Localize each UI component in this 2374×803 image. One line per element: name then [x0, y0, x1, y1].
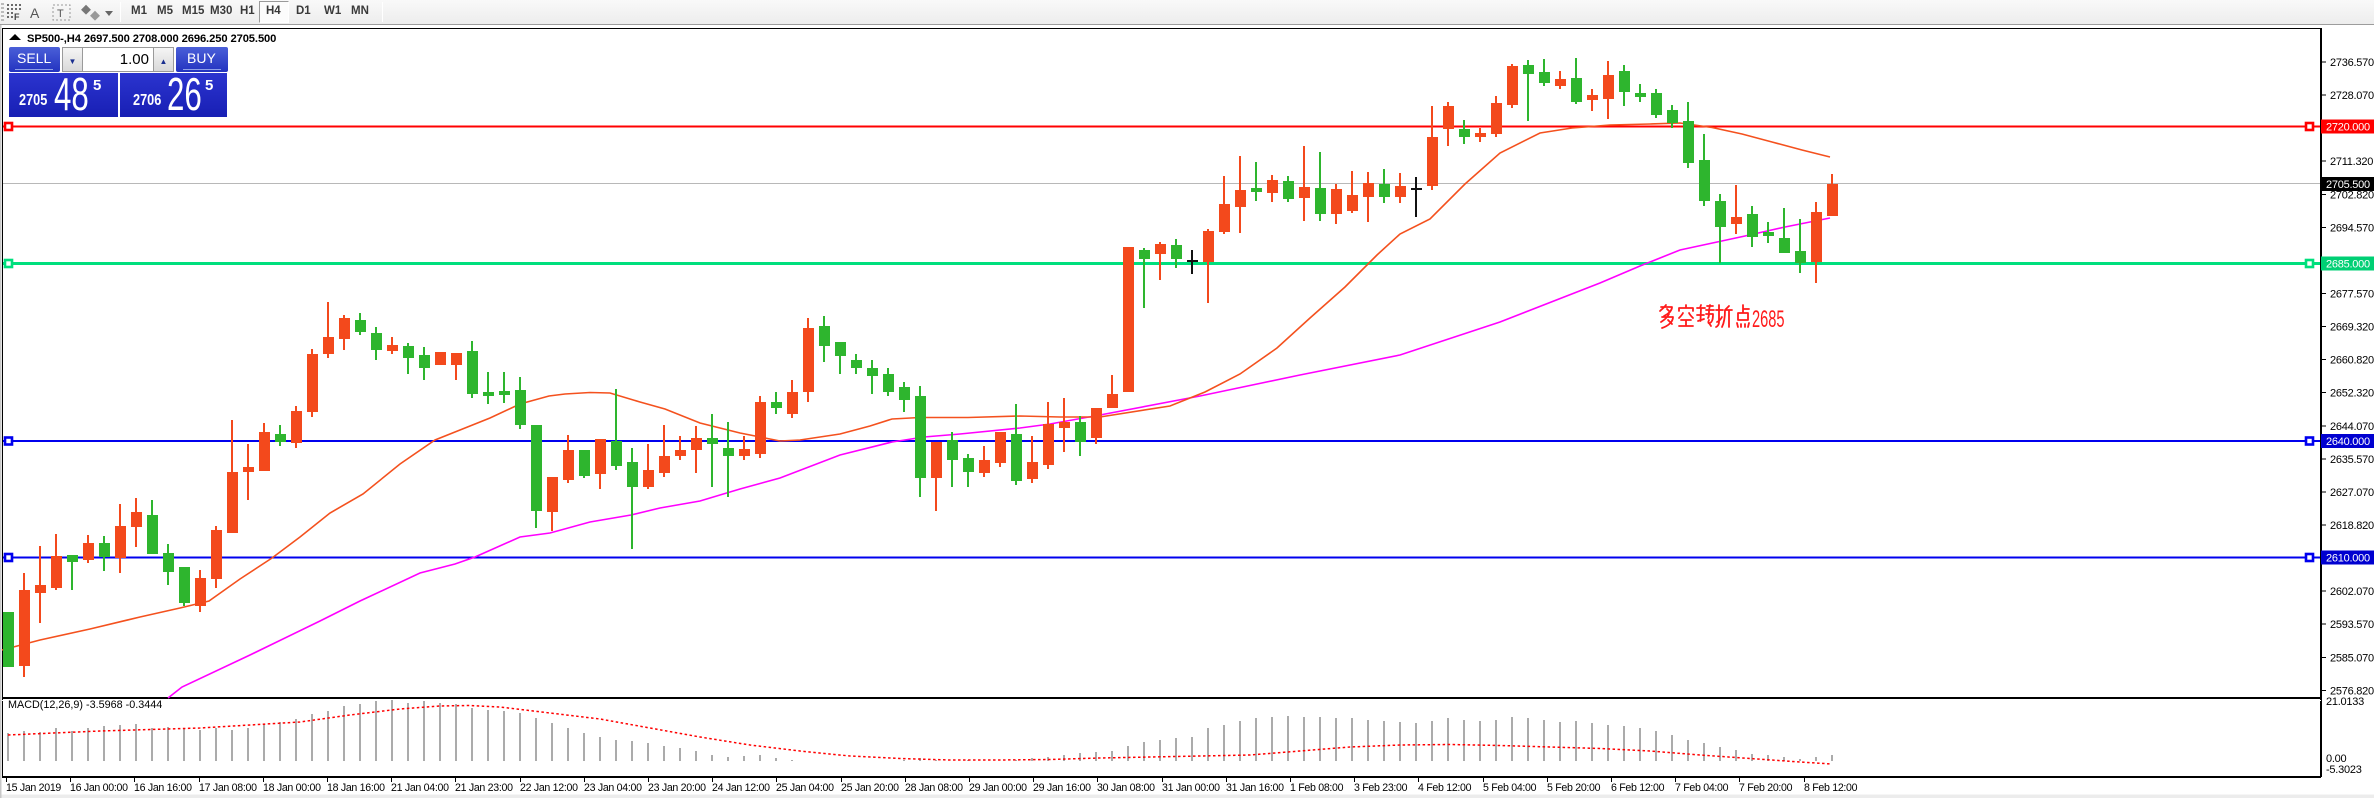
svg-text:22 Jan 12:00: 22 Jan 12:00	[520, 782, 578, 794]
svg-text:2610.000: 2610.000	[2326, 553, 2370, 565]
svg-text:31 Jan 00:00: 31 Jan 00:00	[1162, 782, 1220, 794]
svg-text:28 Jan 08:00: 28 Jan 08:00	[905, 782, 963, 794]
svg-text:18 Jan 00:00: 18 Jan 00:00	[263, 782, 321, 794]
svg-text:2685.000: 2685.000	[2326, 259, 2370, 271]
svg-text:8 Feb 12:00: 8 Feb 12:00	[1804, 782, 1858, 794]
svg-text:2576.820: 2576.820	[2330, 685, 2374, 697]
svg-text:2669.320: 2669.320	[2330, 322, 2374, 334]
svg-text:2593.570: 2593.570	[2330, 619, 2374, 631]
svg-text:21.0133: 21.0133	[2326, 696, 2364, 708]
svg-text:2694.570: 2694.570	[2330, 222, 2374, 234]
svg-text:2627.070: 2627.070	[2330, 487, 2374, 499]
svg-text:30 Jan 08:00: 30 Jan 08:00	[1097, 782, 1155, 794]
svg-text:18 Jan 16:00: 18 Jan 16:00	[327, 782, 385, 794]
svg-text:31 Jan 16:00: 31 Jan 16:00	[1226, 782, 1284, 794]
svg-text:25 Jan 04:00: 25 Jan 04:00	[776, 782, 834, 794]
svg-text:T: T	[57, 8, 64, 20]
svg-text:2728.070: 2728.070	[2330, 90, 2374, 102]
svg-text:SP500-,H4 2697.500 2708.000 2: SP500-,H4 2697.500 2708.000 2696.250 270…	[27, 33, 276, 45]
svg-text:2685: 2685	[1752, 306, 1785, 333]
svg-text:2736.570: 2736.570	[2330, 57, 2374, 69]
svg-text:2602.070: 2602.070	[2330, 586, 2374, 598]
svg-text:2705.500: 2705.500	[2326, 179, 2370, 191]
svg-text:7 Feb 20:00: 7 Feb 20:00	[1739, 782, 1793, 794]
svg-text:6 Feb 12:00: 6 Feb 12:00	[1611, 782, 1665, 794]
svg-text:2640.000: 2640.000	[2326, 436, 2370, 448]
svg-text:A: A	[30, 5, 40, 21]
svg-text:0.00: 0.00	[2326, 753, 2347, 765]
svg-text:2677.570: 2677.570	[2330, 288, 2374, 300]
svg-text:2660.820: 2660.820	[2330, 355, 2374, 367]
svg-text:-5.3023: -5.3023	[2326, 764, 2362, 776]
svg-text:2618.820: 2618.820	[2330, 520, 2374, 532]
svg-text:2644.070: 2644.070	[2330, 421, 2374, 433]
svg-text:2702.820: 2702.820	[2330, 189, 2374, 201]
svg-text:3 Feb 23:00: 3 Feb 23:00	[1354, 782, 1408, 794]
svg-text:16 Jan 16:00: 16 Jan 16:00	[134, 782, 192, 794]
svg-text:24 Jan 12:00: 24 Jan 12:00	[712, 782, 770, 794]
svg-text:25 Jan 20:00: 25 Jan 20:00	[841, 782, 899, 794]
svg-text:4 Feb 12:00: 4 Feb 12:00	[1418, 782, 1472, 794]
svg-text:2652.320: 2652.320	[2330, 388, 2374, 400]
svg-text:5 Feb 04:00: 5 Feb 04:00	[1483, 782, 1537, 794]
svg-text:17 Jan 08:00: 17 Jan 08:00	[199, 782, 257, 794]
svg-text:2635.570: 2635.570	[2330, 454, 2374, 466]
svg-text:2711.320: 2711.320	[2330, 156, 2373, 168]
svg-text:23 Jan 20:00: 23 Jan 20:00	[648, 782, 706, 794]
svg-text:F: F	[14, 12, 20, 22]
svg-text:29 Jan 16:00: 29 Jan 16:00	[1033, 782, 1091, 794]
svg-text:21 Jan 23:00: 21 Jan 23:00	[455, 782, 513, 794]
svg-text:23 Jan 04:00: 23 Jan 04:00	[584, 782, 642, 794]
svg-text:MACD(12,26,9) -3.5968 -0.3444: MACD(12,26,9) -3.5968 -0.3444	[8, 699, 162, 711]
svg-text:15 Jan 2019: 15 Jan 2019	[6, 782, 61, 794]
svg-text:1 Feb 08:00: 1 Feb 08:00	[1290, 782, 1344, 794]
svg-text:21 Jan 04:00: 21 Jan 04:00	[391, 782, 449, 794]
svg-text:5 Feb 20:00: 5 Feb 20:00	[1547, 782, 1601, 794]
svg-text:16 Jan 00:00: 16 Jan 00:00	[70, 782, 128, 794]
svg-text:2720.000: 2720.000	[2326, 122, 2370, 134]
svg-text:2585.070: 2585.070	[2330, 652, 2374, 664]
svg-text:29 Jan 00:00: 29 Jan 00:00	[969, 782, 1027, 794]
svg-text:7 Feb 04:00: 7 Feb 04:00	[1675, 782, 1729, 794]
